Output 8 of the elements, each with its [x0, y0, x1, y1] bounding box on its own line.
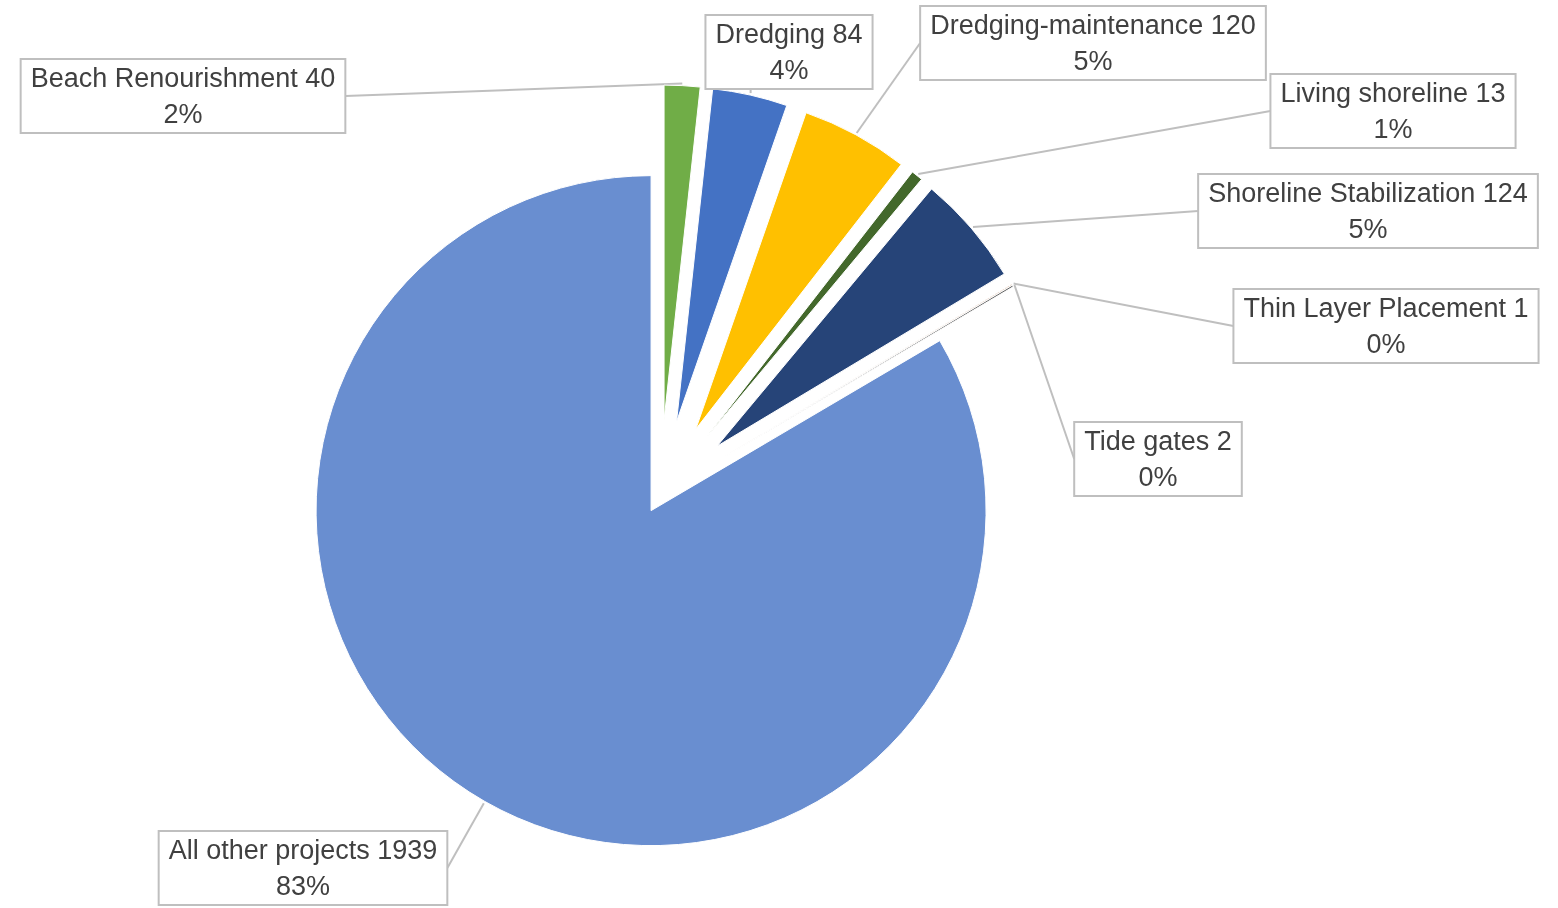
slice-label: All other projects 1939 83%: [168, 835, 438, 901]
slice-label: Tide gates 2 0%: [1084, 426, 1232, 492]
slice-label: Beach Renourishment 40 2%: [30, 63, 336, 129]
slice-label: Dredging 84 4%: [715, 19, 863, 85]
slice-label: Living shoreline 13 1%: [1280, 78, 1506, 144]
slice-label: Shoreline Stabilization 124 5%: [1208, 178, 1528, 244]
slice-label: Thin Layer Placement 1 0%: [1243, 293, 1529, 359]
slice-label: Dredging-maintenance 120 5%: [930, 10, 1256, 76]
